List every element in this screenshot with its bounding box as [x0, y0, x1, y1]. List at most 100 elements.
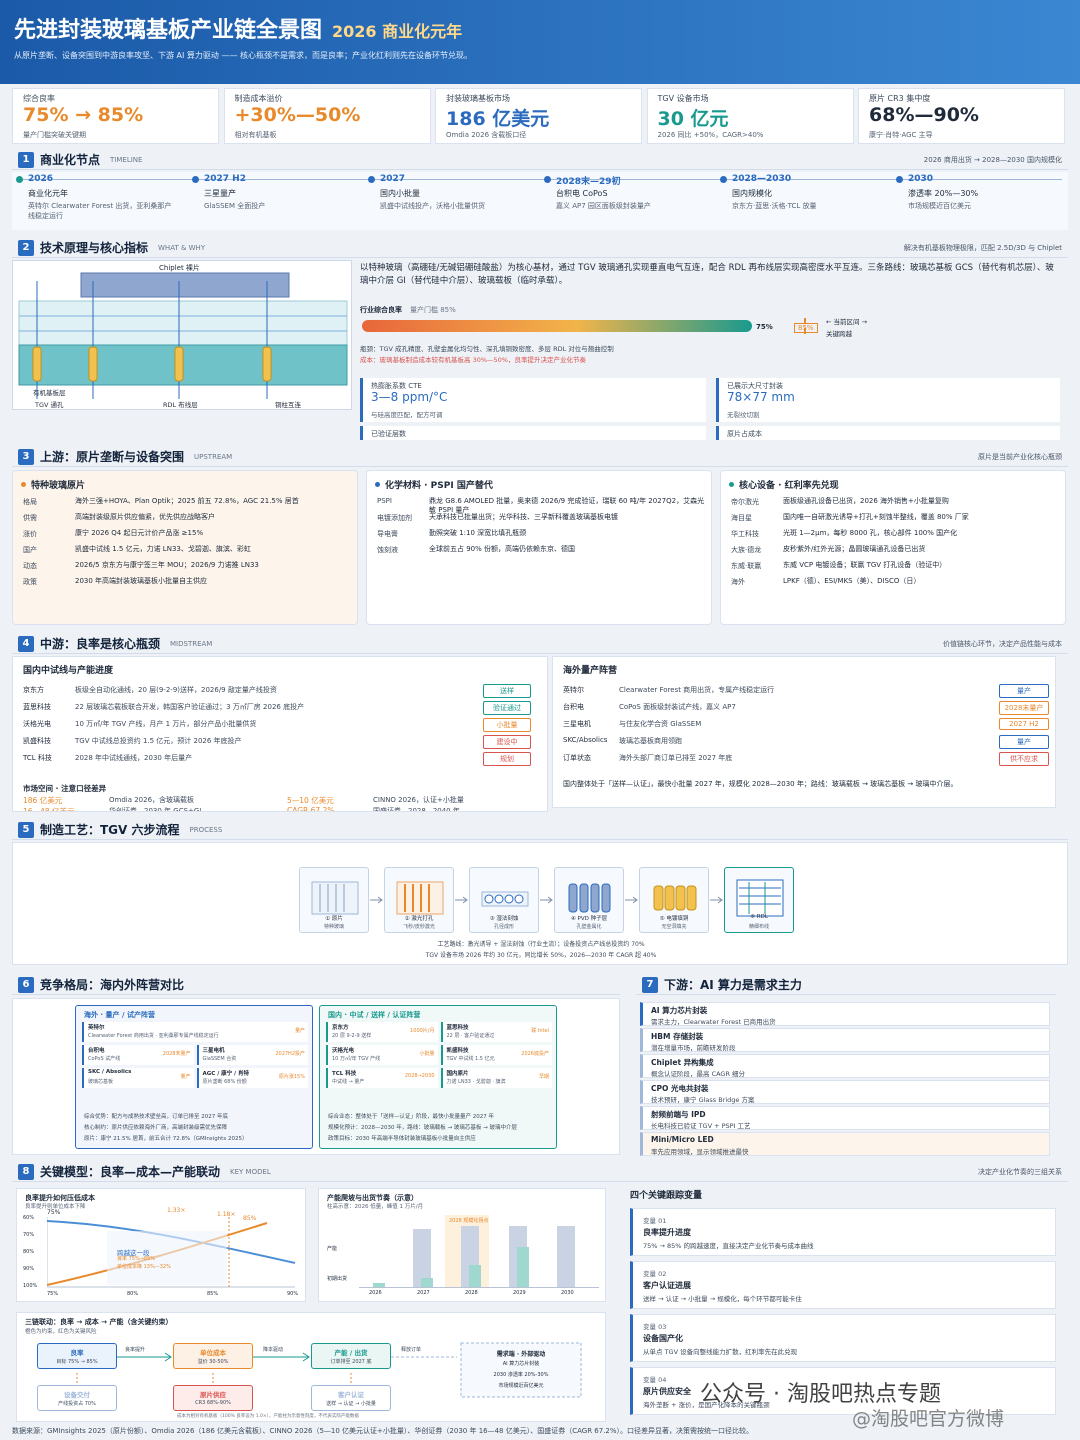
metric-card: 已验证层数 [360, 426, 706, 440]
x-tick-label: 85% [207, 1291, 219, 1297]
section-number: 6 [18, 976, 34, 993]
camp-tag: 原片涨15% [278, 1074, 305, 1080]
row-desc: Clearwater Forest 商用出货，专属产线稳定运行 [619, 686, 775, 694]
shape [601, 883, 611, 913]
row-desc: 22 层玻璃芯载板联合开发，韩国客户验证通过；3 万㎡厂房 2026 底投产 [75, 703, 305, 711]
timeline-desc: 京东方·蓝思·沃格·TCL 放量 [732, 202, 817, 210]
metric-label: 热膨胀系数 CTE [371, 382, 422, 390]
diagram-label: TGV 通孔 [35, 401, 64, 409]
node-title: 设备交付 [64, 1391, 90, 1399]
flow-title: 三链联动：良率 → 成本 → 产能（含关键约束） [25, 1318, 173, 1326]
via [174, 346, 184, 382]
chart-subtitle: 柱高示意：2026 低量，峰值 1 万片/月 [327, 1204, 424, 1210]
row-name: 凯盛科技 [23, 737, 51, 745]
timeline-year: 2030 [908, 174, 934, 184]
camp-summary: 原片：康宁 21.5% 居首，前五合计 72.8%（GMInsights 202… [84, 1136, 248, 1142]
section-header: 5 制造工艺：TGV 六步流程 PROCESS [12, 820, 1068, 840]
bullet [375, 482, 380, 487]
row-text: 天承科技已批量出货；光华科技、三孚新科覆盖玻璃基板电镀 [429, 513, 618, 521]
callout: 良率 75%→85% [117, 1256, 156, 1262]
row-name: 沃格光电 [23, 720, 51, 728]
flow-node: 良率 目标 75% → 85% [37, 1343, 117, 1369]
camp-name: 沃格光电 [332, 1048, 355, 1054]
timeline-title: 台积电 CoPoS [556, 189, 608, 198]
diagram: Chiplet 裸片 有机基板层 TGV 通孔 RDL 布线层 铜柱互连 [12, 260, 352, 410]
row-text: 皮秒紫外/红外光源；晶圆玻璃通孔设备已出货 [783, 545, 926, 553]
y-axis-label: 产能 [327, 1246, 338, 1252]
timeline: 2026 商业化元年 英特尔 Clearwater Forest 出货，亚利桑那产线… [12, 172, 1068, 230]
overseas-summary: 国内整体处于「送样—认证」，最快小批量 2027 年，规模化 2028—2030… [563, 780, 958, 788]
camp-desc: 力诺 LN33 · 戈碧迦 · 旗滨 [446, 1079, 506, 1085]
row-label: PSPI [377, 497, 392, 505]
x-tick-label: 2030 [561, 1290, 574, 1296]
node-title: 产能 / 出货 [334, 1349, 368, 1357]
camp-panel: 海外 · 量产 / 试产阵营 英特尔 Clearwater Forest 商用出货 … [75, 1005, 313, 1149]
row-label: 导电膏 [377, 530, 398, 538]
step-icon [568, 883, 611, 913]
camp-desc: 10 万㎡/年 TGV 产线 [332, 1056, 381, 1062]
step-name: ① 原片 [325, 916, 343, 922]
row-text: 2026/5 京东方与康宁签三年 MOU；2026/9 力诺推 LN33 [75, 561, 259, 569]
camp-name: SKC / Absolics [88, 1069, 132, 1075]
row-name: 三星电机 [563, 720, 591, 728]
row-label: 政策 [23, 578, 37, 586]
camp-card: SKC / Absolics 玻璃芯基板 量产 [82, 1068, 194, 1088]
section-number: 8 [18, 1163, 34, 1180]
row-name: 订单状态 [563, 754, 591, 762]
status-pill: 2028末量产 [999, 701, 1049, 715]
market-source: 国盛证券，2028—2040 年 [373, 807, 460, 812]
camp-name: 凯盛科技 [446, 1048, 469, 1054]
camp-name: 台积电 [88, 1048, 105, 1054]
camp-title: 国内 · 中试 / 送样 / 认证阵营 [328, 1011, 421, 1019]
arrow [625, 896, 638, 904]
step-desc: 无空洞填充 [661, 924, 687, 930]
kpi-note: 量产门槛突破关键期 [23, 131, 86, 139]
card-title: 核心设备 · 红利率先兑现 [739, 481, 839, 491]
shape [455, 896, 468, 904]
market-title: 市场空间 · 注意口径差异 [23, 784, 107, 793]
camp-summary: 核心制约：原片供应依赖海外厂商，高端封装级需优先保障 [84, 1125, 228, 1131]
chart-subtitle: 良率提升则单位成本下降 [25, 1204, 86, 1210]
camp-desc: 玻璃芯基板 [88, 1079, 114, 1085]
section-tag: PROCESS [189, 825, 223, 834]
node-desc: 溢价 30-50% [197, 1359, 229, 1365]
var-index: 变量 04 [643, 1376, 667, 1384]
demand-item: Chiplet 异构集成 概念认证阶段，最高 CAGR 细分 [640, 1054, 1050, 1078]
yield-label-row: 行业综合良率 量产门槛 85% [360, 305, 456, 315]
flow-node: 单位成本 溢价 30-50% [173, 1343, 253, 1369]
step-icon [736, 879, 784, 917]
camp-card: 沃格光电 10 万㎡/年 TGV 产线 小批量 [326, 1045, 438, 1065]
section-header: 1 商业化节点 TIMELINE 2026 商用出货 → 2028—2030 国内规模… [12, 150, 1068, 170]
section-title: 中游：良率是核心瓶颈 [40, 637, 161, 651]
var-index: 变量 03 [643, 1323, 667, 1331]
process-step: ③ 湿法刻蚀 孔径成形 [469, 867, 539, 933]
row-text: 凯盛中试线 1.5 亿元，力诺 LN33、戈碧迦、旗滨、彩虹 [75, 545, 251, 553]
row-label: 大族·德龙 [731, 546, 762, 554]
row-label: 电镀添加剂 [377, 514, 412, 522]
shape [653, 885, 664, 911]
kpi-card: 综合良率 75% → 85% 量产门槛突破关键期 [12, 88, 219, 144]
kpi-label: TGV 设备市场 [657, 94, 709, 103]
camp-name: AGC / 康宁 / 肖特 [202, 1071, 250, 1077]
camp-tag: 2027H2投产 [275, 1051, 305, 1057]
camp-card: 凯盛科技 TGV 中试线 1.5 亿元 2026底投产 [440, 1045, 552, 1065]
timeline-dot [368, 176, 375, 183]
node-title: 原片供应 [200, 1391, 226, 1399]
camp-tag: 2028末量产 [162, 1051, 191, 1057]
timeline-year: 2028末—29初 [556, 177, 621, 187]
demand-item: CPO 光电共封装 技术预研，康宁 Glass Bridge 方案 [640, 1080, 1050, 1104]
node-desc: CR3 68%-90% [195, 1400, 231, 1406]
x-tick-label: 2027 [417, 1290, 430, 1296]
timeline-desc: 凯盛中试线投产，沃格小批量供货 [380, 202, 485, 210]
step-desc: 孔壁金属化 [576, 924, 602, 930]
x-tick-label: 2029 [513, 1290, 526, 1296]
section-tag: WHAT & WHY [158, 243, 206, 252]
section-title: 关键模型：良率—成本—产能联动 [40, 1165, 221, 1179]
kpi-label: 综合良率 [23, 94, 55, 103]
demand-desc: 率先应用领域，显示领域推进最快 [651, 1148, 749, 1156]
metric-note: 无裂纹切割 [727, 411, 760, 419]
shape [494, 894, 504, 904]
camp-desc: GlaSSEM 合资 [202, 1056, 237, 1062]
kpi-label: 封装玻璃基板市场 [446, 94, 510, 103]
node-title: 客户认证 [338, 1391, 364, 1399]
